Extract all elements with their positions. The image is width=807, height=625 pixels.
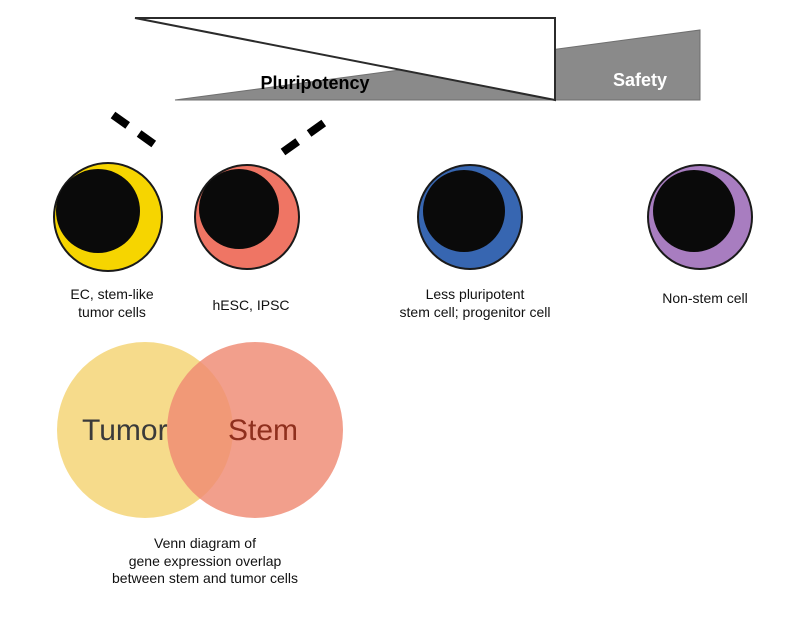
cell-nonstem — [648, 165, 752, 269]
cell-nonstem-label: Non-stem cell — [650, 290, 760, 308]
cell-progenitor — [418, 165, 522, 269]
venn-left-label: Tumor — [82, 414, 168, 447]
cell-hesc-nucleus — [199, 169, 279, 249]
diagram-stage: Tumor Stem Pluripotency Safety EC, stem-lik… — [0, 0, 807, 620]
cell-ec — [54, 163, 162, 271]
cell-ec-nucleus — [56, 169, 140, 253]
safety-label: Safety — [590, 69, 690, 92]
venn-right-label: Stem — [228, 414, 298, 447]
cell-nonstem-nucleus — [653, 170, 735, 252]
cell-progenitor-nucleus — [423, 170, 505, 252]
dash-left — [113, 115, 165, 152]
cell-hesc-label: hESC, IPSC — [211, 297, 291, 315]
pluripotency-label: Pluripotency — [240, 72, 390, 95]
dash-right — [283, 115, 335, 152]
cell-progenitor-label: Less pluripotentstem cell; progenitor ce… — [380, 286, 570, 321]
cell-ec-label: EC, stem-liketumor cells — [57, 286, 167, 321]
cell-hesc — [195, 165, 299, 269]
venn-caption: Venn diagram ofgene expression overlapbe… — [90, 535, 320, 588]
venn-diagram: Tumor Stem — [57, 342, 343, 518]
